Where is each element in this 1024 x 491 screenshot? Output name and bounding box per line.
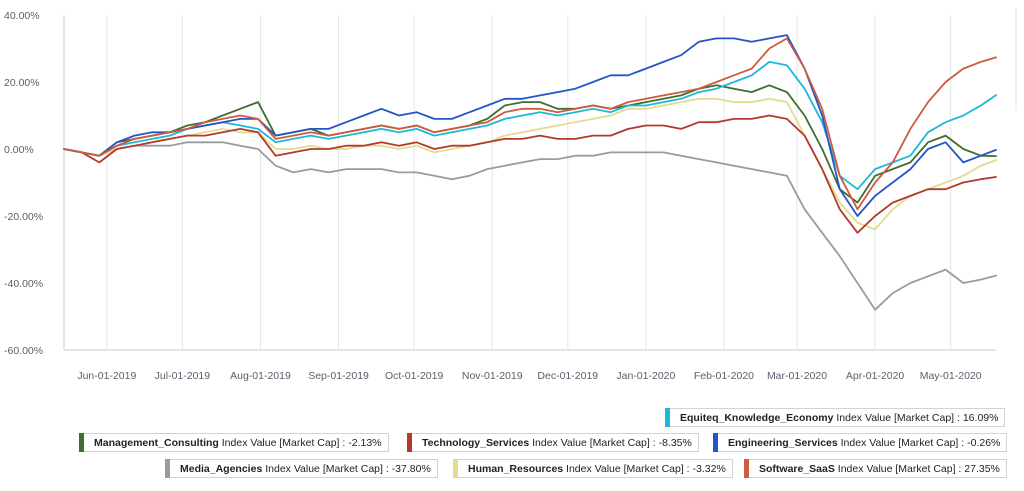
x-tick-label: Jan-01-2020 (616, 370, 675, 382)
legend-series-value: 27.35% (964, 463, 1000, 475)
legend-item-human-resources[interactable]: Human_Resources Index Value [Market Cap]… (453, 459, 733, 478)
y-tick-label: -20.00% (4, 211, 43, 223)
y-axis-tick-labels: 40.00% 20.00% 0.00% -20.00% -40.00% -60.00% (4, 10, 43, 357)
legend-item-equiteq[interactable]: Equiteq_Knowledge_Economy Index Value [M… (665, 408, 1006, 427)
x-tick-label: Sep-01-2019 (308, 370, 369, 382)
legend-series-name: Technology_Services (422, 437, 530, 449)
legend-swatch (713, 433, 718, 452)
x-tick-label: Dec-01-2019 (537, 370, 598, 382)
series-line-software-saas[interactable] (63, 37, 997, 211)
x-tick-label: Nov-01-2019 (462, 370, 523, 382)
legend-series-name: Engineering_Services (728, 437, 838, 449)
legend-swatch (165, 459, 170, 478)
legend-index-text: Index Value [Market Cap] : (265, 463, 389, 475)
x-tick-label: Jun-01-2019 (77, 370, 136, 382)
x-tick-label: Feb-01-2020 (694, 370, 754, 382)
legend-series-value: -0.26% (967, 437, 1001, 449)
legend-index-text: Index Value [Market Cap] : (837, 463, 962, 475)
series-line-human-resources[interactable] (63, 97, 997, 231)
x-tick-label: Jul-01-2019 (155, 370, 211, 382)
chart-series (63, 34, 997, 311)
legend-series-name: Media_Agencies (180, 463, 263, 475)
legend-series-value: 16.09% (962, 412, 999, 424)
x-tick-label: Aug-01-2019 (230, 370, 291, 382)
legend-index-text: Index Value [Market Cap] : (840, 437, 965, 449)
legend-swatch (744, 459, 749, 478)
x-tick-label: Oct-01-2019 (385, 370, 444, 382)
legend-series-value: -2.13% (348, 437, 382, 449)
legend-item-technology-services[interactable]: Technology_Services Index Value [Market … (407, 433, 699, 452)
line-chart: 40.00% 20.00% 0.00% -20.00% -40.00% -60.00% J… (4, 8, 1017, 382)
legend-series-name: Management_Consulting (94, 437, 219, 449)
x-axis-tick-labels: Jun-01-2019 Jul-01-2019 Aug-01-2019 Sep-01-… (77, 370, 981, 382)
y-tick-label: -60.00% (4, 345, 43, 357)
x-tick-label: Apr-01-2020 (846, 370, 905, 382)
legend-series-value: -37.80% (391, 463, 431, 475)
y-tick-label: 0.00% (4, 144, 34, 156)
legend-swatch (453, 459, 458, 478)
series-line-media-agencies[interactable] (63, 141, 997, 311)
legend-swatch (79, 433, 84, 452)
legend-index-text: Index Value [Market Cap] : (566, 463, 690, 475)
x-tick-label: Mar-01-2020 (767, 370, 827, 382)
legend-index-text: Index Value [Market Cap] : (836, 412, 960, 424)
legend-series-value: -8.35% (658, 437, 692, 449)
legend-index-text: Index Value [Market Cap] : (532, 437, 656, 449)
legend-index-text: Index Value [Market Cap] : (221, 437, 346, 449)
series-line-technology-services[interactable] (63, 114, 997, 234)
y-tick-label: 40.00% (4, 10, 40, 22)
y-tick-label: -40.00% (4, 278, 43, 290)
legend-series-value: -3.32% (692, 463, 726, 475)
x-tick-label: May-01-2020 (920, 370, 982, 382)
legend-item-media-agencies[interactable]: Media_Agencies Index Value [Market Cap] … (165, 459, 438, 478)
legend-swatch (665, 408, 670, 427)
series-line-engineering-services[interactable] (63, 34, 997, 217)
legend-series-name: Human_Resources (468, 463, 564, 475)
legend-series-name: Equiteq_Knowledge_Economy (680, 412, 834, 424)
legend-item-engineering-services[interactable]: Engineering_Services Index Value [Market… (713, 433, 1008, 452)
legend-item-software-saas[interactable]: Software_SaaS Index Value [Market Cap] :… (744, 459, 1007, 478)
series-line-management-consulting[interactable] (63, 84, 997, 204)
legend-item-management-consulting[interactable]: Management_Consulting Index Value [Marke… (79, 433, 389, 452)
y-tick-label: 20.00% (4, 77, 40, 89)
legend-swatch (407, 433, 412, 452)
legend-series-name: Software_SaaS (759, 463, 835, 475)
